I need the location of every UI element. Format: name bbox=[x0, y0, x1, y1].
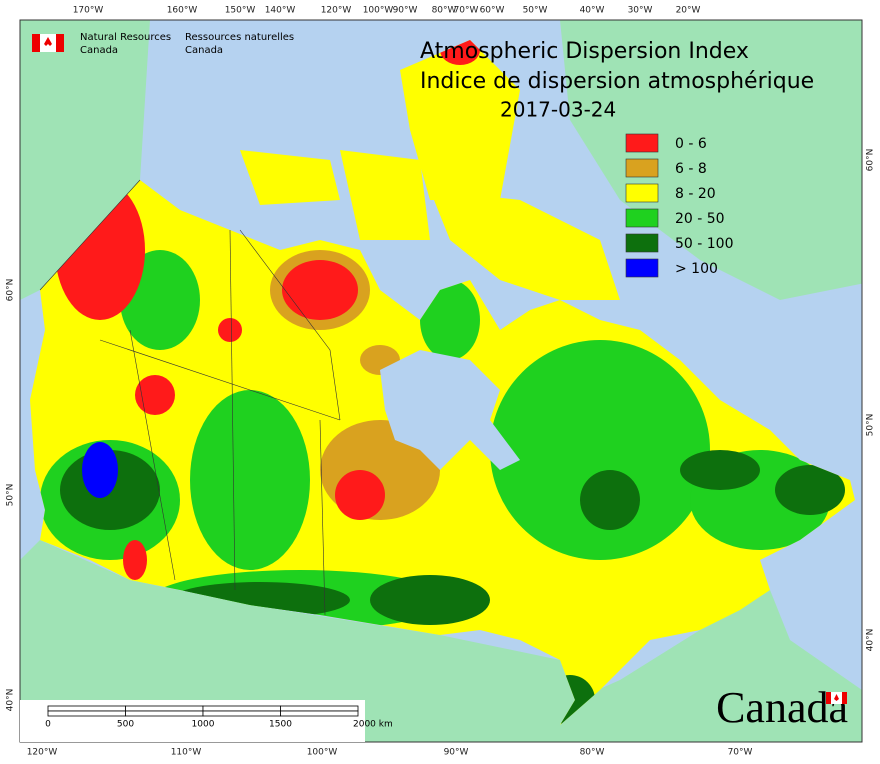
legend-label: 50 - 100 bbox=[675, 236, 734, 252]
right-lat-label: 50°N bbox=[866, 414, 876, 437]
agency-fr-2: Canada bbox=[185, 45, 223, 56]
map-frame bbox=[19, 19, 863, 743]
map-body bbox=[20, 20, 862, 742]
alaska bbox=[20, 20, 150, 300]
bottom-lon-label: 120°W bbox=[27, 748, 58, 758]
legend-label: > 100 bbox=[675, 261, 718, 277]
wordmark: Canada bbox=[716, 683, 848, 732]
top-lon-label: 30°W bbox=[628, 6, 653, 16]
wordmark-flag bbox=[826, 692, 847, 704]
bottom-lon-label: 80°W bbox=[580, 748, 605, 758]
top-lon-label: 120°W bbox=[321, 6, 352, 16]
legend: 0 - 6 6 - 8 8 - 20 20 - 50 50 - 100 > 100 bbox=[625, 133, 734, 278]
agency-en-2: Canada bbox=[80, 45, 118, 56]
top-lon-label: 70°W bbox=[454, 6, 479, 16]
bottom-lon-label: 90°W bbox=[444, 748, 469, 758]
legend-label: 8 - 20 bbox=[675, 186, 716, 202]
scale-segment bbox=[202, 710, 281, 717]
scale-segment bbox=[125, 705, 204, 712]
scale-segment bbox=[280, 710, 359, 717]
scale-segment bbox=[125, 710, 204, 717]
left-lat-label: 50°N bbox=[6, 484, 16, 507]
bottom-lon-label: 110°W bbox=[171, 748, 202, 758]
hudson-bay bbox=[380, 350, 520, 470]
top-lon-label: 40°W bbox=[580, 6, 605, 16]
top-lon-label: 140°W bbox=[265, 6, 296, 16]
scale-segment bbox=[47, 705, 126, 712]
top-lon-label: 100°W bbox=[363, 6, 394, 16]
bottom-lon-label: 70°W bbox=[728, 748, 753, 758]
index-zones bbox=[40, 40, 845, 725]
top-lon-label: 80°W bbox=[432, 6, 457, 16]
legend-swatch bbox=[625, 208, 659, 228]
legend-swatch bbox=[625, 258, 659, 278]
left-lat-label: 40°N bbox=[6, 689, 16, 712]
bottom-lon-label: 100°W bbox=[307, 748, 338, 758]
top-lon-label: 150°W bbox=[225, 6, 256, 16]
date: 2017-03-24 bbox=[500, 98, 616, 122]
agency-en-1: Natural Resources bbox=[80, 32, 171, 43]
legend-swatch bbox=[625, 233, 659, 253]
top-lon-label: 50°W bbox=[523, 6, 548, 16]
agency-signature: Natural Resources Canada Ressources natu… bbox=[32, 32, 294, 56]
scale-label: 2000 km bbox=[353, 720, 393, 730]
legend-label: 0 - 6 bbox=[675, 136, 707, 152]
left-lat-label: 60°N bbox=[6, 279, 16, 302]
graticule-labels: 170°W 160°W 150°W 140°W 120°W 100°W 90°W 80°W70… bbox=[6, 6, 876, 758]
scale-segment bbox=[47, 710, 126, 717]
title-en: Atmospheric Dispersion Index bbox=[420, 39, 749, 64]
scale-bar: 0 500 1000 1500 2000 km bbox=[20, 700, 393, 742]
top-lon-label: 160°W bbox=[167, 6, 198, 16]
top-lon-label: 90°W bbox=[393, 6, 418, 16]
legend-swatch bbox=[625, 158, 659, 178]
boundaries bbox=[39, 179, 341, 616]
scale-label: 500 bbox=[117, 720, 134, 730]
greenland bbox=[560, 20, 862, 300]
top-lon-label: 60°W bbox=[480, 6, 505, 16]
top-lon-label: 170°W bbox=[73, 6, 104, 16]
legend-label: 20 - 50 bbox=[675, 211, 725, 227]
legend-swatch bbox=[625, 183, 659, 203]
agency-fr-1: Ressources naturelles bbox=[185, 32, 294, 43]
scale-segment bbox=[202, 705, 281, 712]
legend-swatch bbox=[625, 133, 659, 153]
title-fr: Indice de dispersion atmosphérique bbox=[420, 69, 814, 94]
scale-label: 1000 bbox=[192, 720, 215, 730]
scale-label: 0 bbox=[45, 720, 51, 730]
scale-segment bbox=[280, 705, 359, 712]
scale-label: 1500 bbox=[269, 720, 292, 730]
united-states bbox=[20, 540, 862, 742]
right-lat-label: 60°N bbox=[866, 149, 876, 172]
top-lon-label: 20°W bbox=[676, 6, 701, 16]
right-lat-label: 40°N bbox=[866, 629, 876, 652]
legend-label: 6 - 8 bbox=[675, 161, 707, 177]
